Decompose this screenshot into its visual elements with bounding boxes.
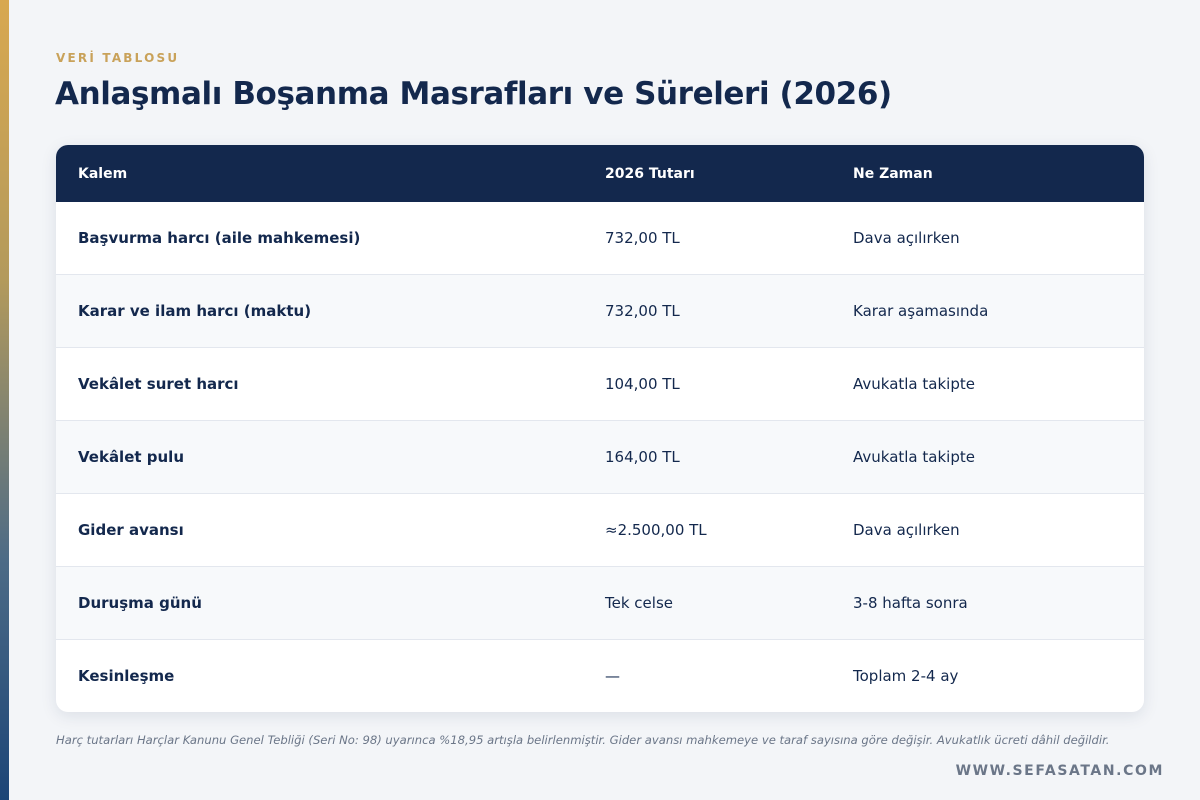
- accent-bar: [0, 0, 9, 800]
- row-amount: —: [605, 667, 620, 685]
- column-header-item: Kalem: [78, 165, 128, 182]
- table-row: Gider avansı ≈2.500,00 TL Dava açılırken: [56, 493, 1144, 566]
- table-row: Başvurma harcı (aile mahkemesi) 732,00 T…: [56, 202, 1144, 274]
- row-when: Avukatla takipte: [853, 375, 975, 393]
- row-item: Gider avansı: [78, 521, 184, 539]
- row-item: Karar ve ilam harcı (maktu): [78, 302, 312, 320]
- table-row: Vekâlet suret harcı 104,00 TL Avukatla t…: [56, 347, 1144, 420]
- eyebrow-label: VERİ TABLOSU: [56, 51, 180, 65]
- row-item: Vekâlet pulu: [78, 448, 185, 466]
- table-row: Duruşma günü Tek celse 3-8 hafta sonra: [56, 566, 1144, 639]
- row-amount: 164,00 TL: [605, 448, 680, 466]
- row-when: 3-8 hafta sonra: [853, 594, 968, 612]
- row-when: Karar aşamasında: [853, 302, 989, 320]
- row-amount: ≈2.500,00 TL: [605, 521, 707, 539]
- page-title: Anlaşmalı Boşanma Masrafları ve Süreleri…: [55, 76, 892, 112]
- data-table: Kalem 2026 Tutarı Ne Zaman Başvurma harc…: [56, 145, 1144, 712]
- row-amount: 104,00 TL: [605, 375, 680, 393]
- row-when: Dava açılırken: [853, 229, 960, 247]
- row-when: Avukatla takipte: [853, 448, 975, 466]
- column-header-amount: 2026 Tutarı: [605, 165, 695, 182]
- table-row: Vekâlet pulu 164,00 TL Avukatla takipte: [56, 420, 1144, 493]
- column-header-when: Ne Zaman: [853, 165, 933, 182]
- table-row: Kesinleşme — Toplam 2-4 ay: [56, 639, 1144, 712]
- row-item: Vekâlet suret harcı: [78, 375, 239, 393]
- row-when: Dava açılırken: [853, 521, 960, 539]
- row-item: Duruşma günü: [78, 594, 202, 612]
- row-amount: 732,00 TL: [605, 229, 680, 247]
- row-amount: 732,00 TL: [605, 302, 680, 320]
- row-when: Toplam 2-4 ay: [853, 667, 959, 685]
- site-url: WWW.SEFASATAN.COM: [955, 763, 1164, 779]
- table-row: Karar ve ilam harcı (maktu) 732,00 TL Ka…: [56, 274, 1144, 347]
- row-amount: Tek celse: [605, 594, 673, 612]
- footnote: Harç tutarları Harçlar Kanunu Genel Tebl…: [56, 733, 1110, 747]
- row-item: Başvurma harcı (aile mahkemesi): [78, 229, 361, 247]
- table-header: Kalem 2026 Tutarı Ne Zaman: [56, 145, 1144, 202]
- row-item: Kesinleşme: [78, 667, 175, 685]
